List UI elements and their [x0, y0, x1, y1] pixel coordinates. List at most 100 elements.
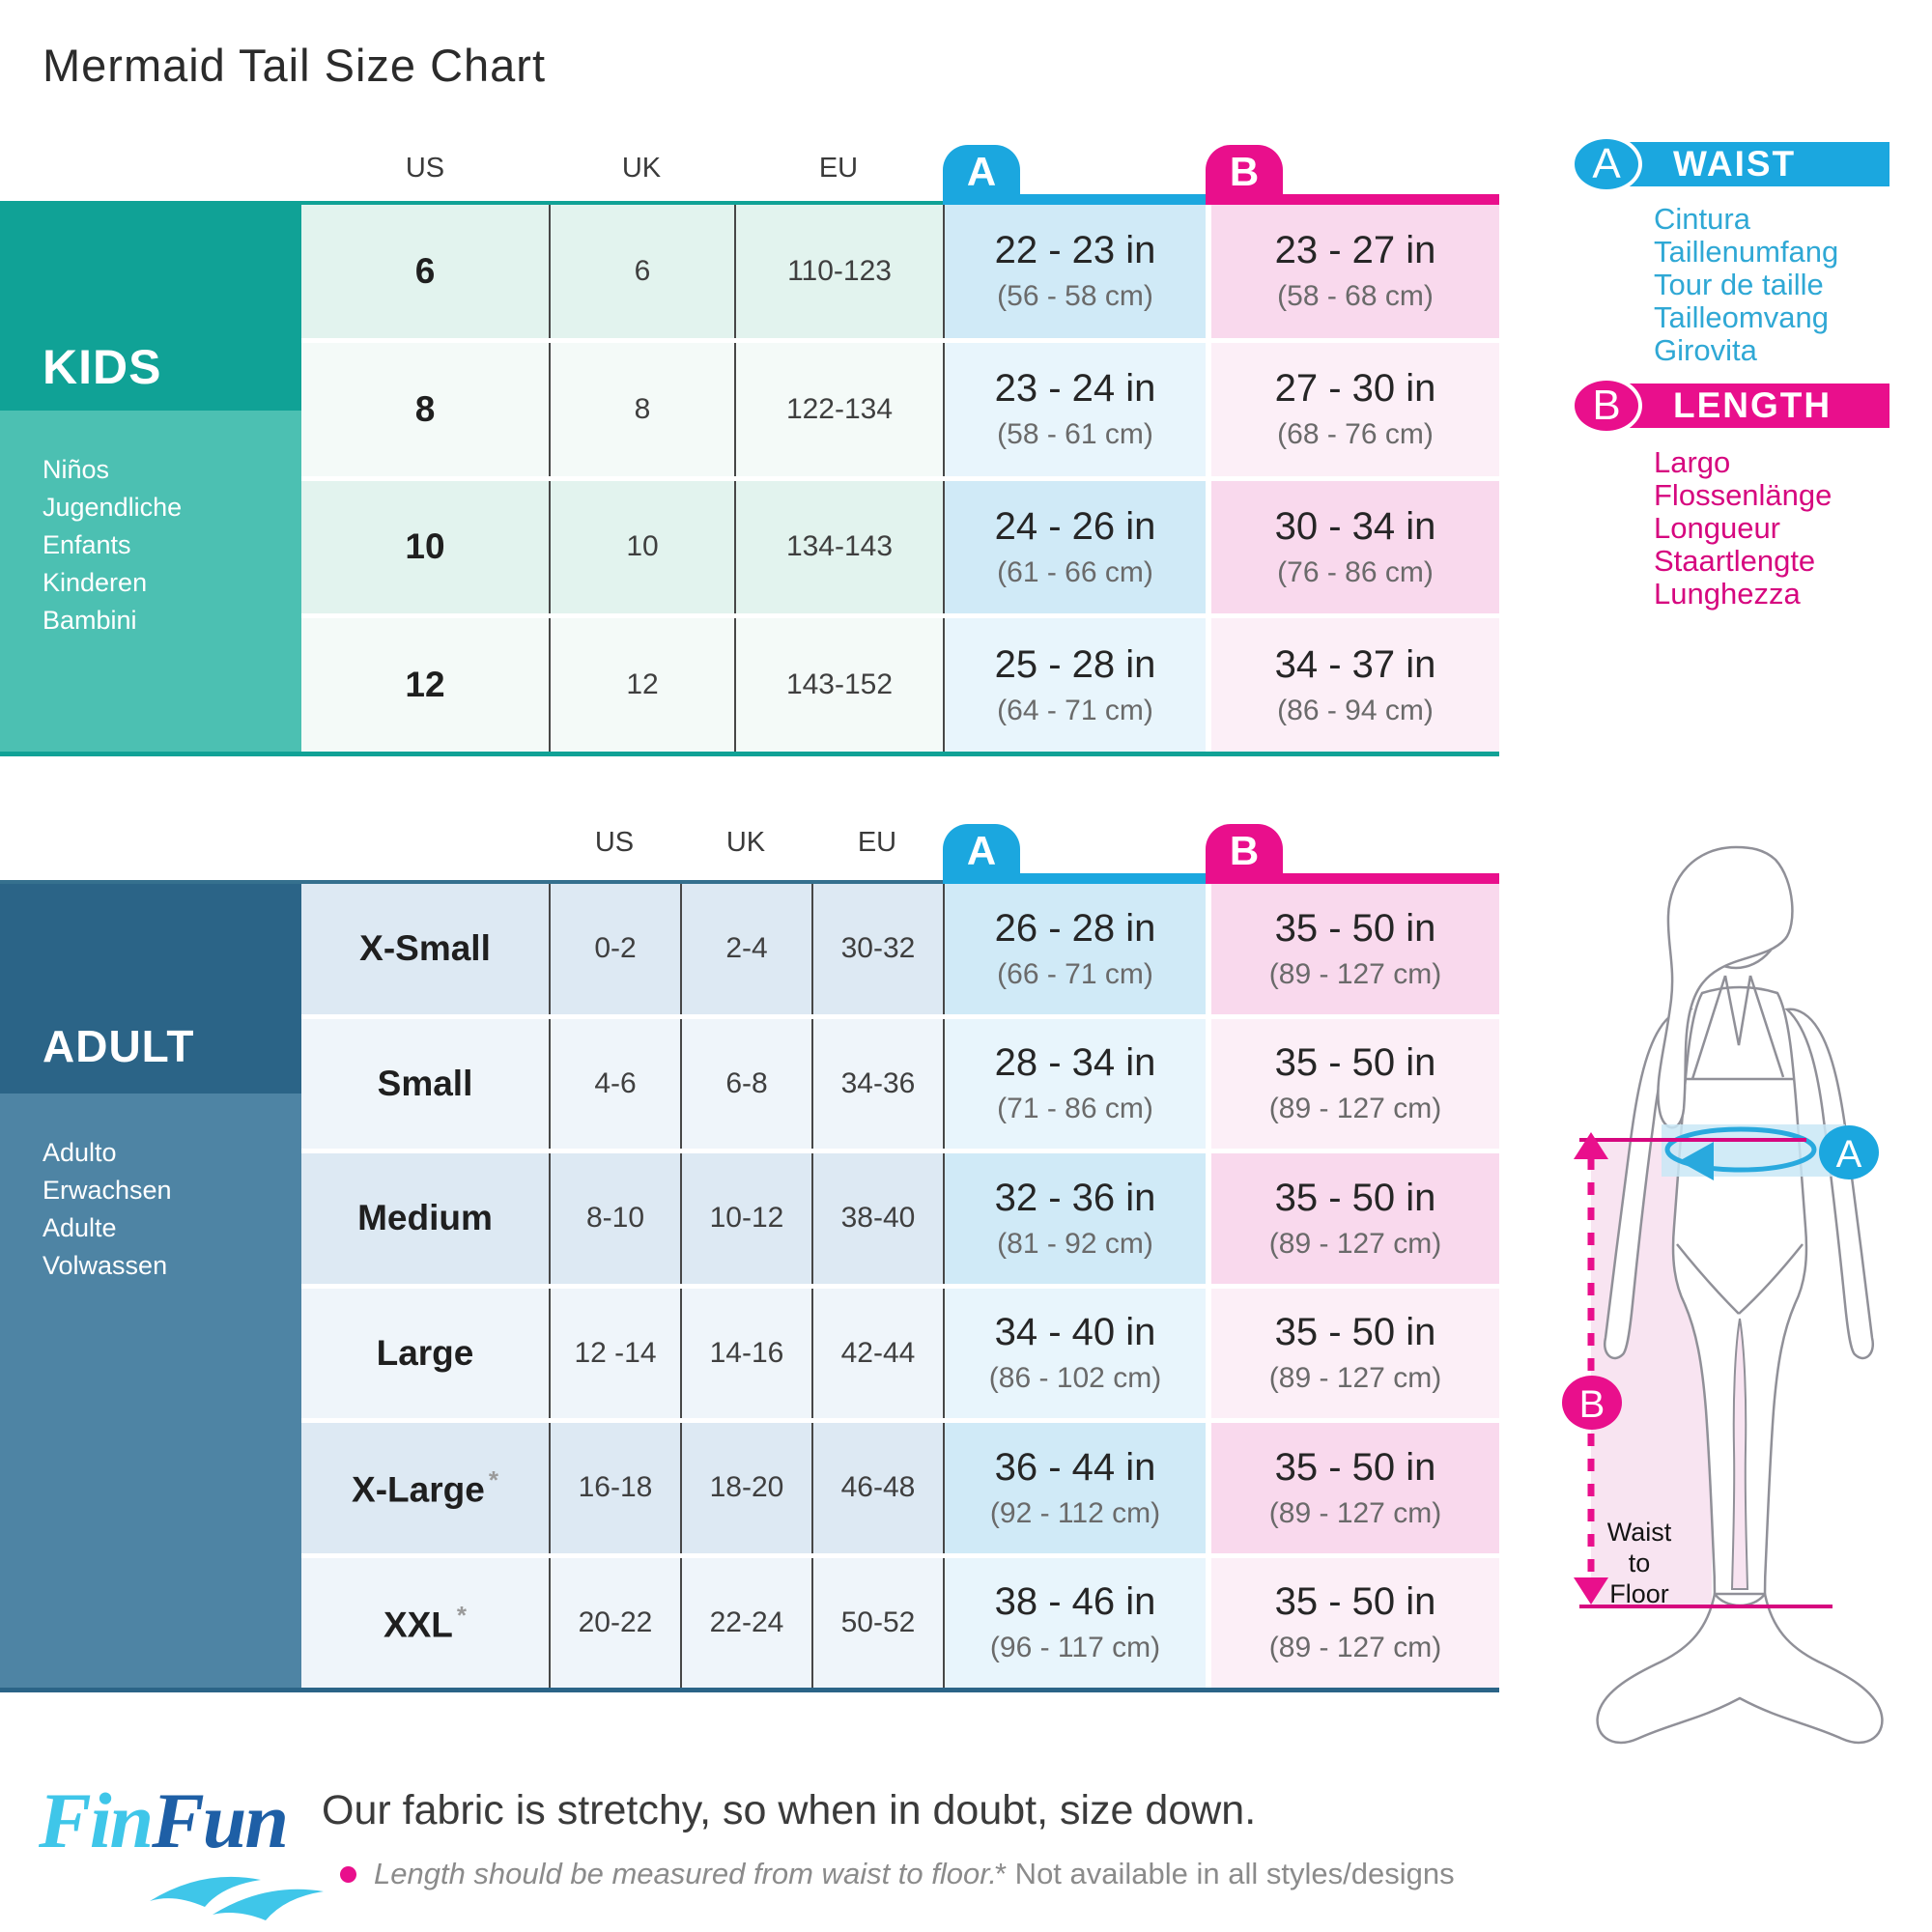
- cell-value: 10-12: [709, 1202, 784, 1235]
- footer-note-asterisk: * Not available in all styles/designs: [995, 1857, 1455, 1890]
- adult-length-cell: 35 - 50 in (89 - 127 cm): [1206, 1153, 1499, 1284]
- adult-us-cell: 8-10: [549, 1153, 680, 1284]
- adult-translations: Adulto Erwachsen Adulte Volwassen: [43, 1134, 301, 1285]
- cell-value: 35 - 50 in: [1274, 1445, 1436, 1489]
- cell-value: 36 - 44 in: [994, 1445, 1156, 1489]
- cell-value: 4-6: [594, 1066, 637, 1099]
- cell-value: 6: [414, 250, 436, 291]
- figure-right-arm: [1784, 1008, 1875, 1360]
- cell-value: 30-32: [840, 932, 916, 965]
- translation-line: Bambini: [43, 606, 137, 635]
- cell-value: 23 - 27 in: [1274, 229, 1436, 272]
- kids-length-cell: 23 - 27 in (58 - 68 cm): [1206, 205, 1499, 338]
- figure-illustration: A B Waist to Floor: [1562, 845, 1884, 1745]
- cell-value: 122-134: [785, 392, 894, 425]
- cell-value: (89 - 127 cm): [1268, 1632, 1442, 1664]
- figure-waist-marker-letter: A: [1836, 1133, 1862, 1176]
- kids-translations: Niños Jugendliche Enfants Kinderen Bambini: [43, 451, 301, 639]
- cell-value: (64 - 71 cm): [997, 694, 1153, 726]
- cell-value: 34-36: [840, 1066, 916, 1099]
- cell-value: 26 - 28 in: [994, 906, 1156, 950]
- kids-eu-cell: 143-152: [734, 618, 943, 752]
- adult-label: ADULT: [43, 1021, 195, 1071]
- adult-us-cell: 16-18: [549, 1423, 680, 1553]
- cell-value: 50-52: [840, 1605, 916, 1638]
- cell-value: 28 - 34 in: [994, 1041, 1156, 1085]
- brand-logo: FinFun: [39, 1776, 289, 1866]
- adult-eu-cell: 42-44: [811, 1288, 943, 1418]
- adult-size-cell: Large: [301, 1288, 549, 1418]
- kids-us-cell: 10: [301, 480, 549, 614]
- adult-col-header-uk: UK: [725, 827, 766, 858]
- cell-value: (89 - 127 cm): [1268, 1227, 1442, 1260]
- figure-bikini-bottom: [1676, 1243, 1804, 1315]
- kids-uk-cell: 12: [549, 618, 734, 752]
- adult-col-header-eu: EU: [857, 827, 897, 858]
- cell-value: (89 - 127 cm): [1268, 1362, 1442, 1395]
- kids-waist-cell: 22 - 23 in (56 - 58 cm): [943, 205, 1206, 338]
- adult-table-top-border: [0, 880, 943, 884]
- adult-table: X-Small 0-2 2-4 30-32 26 - 28 in (66 - 71 cm)…: [301, 884, 1499, 1688]
- adult-waist-cell: 38 - 46 in (96 - 117 cm): [943, 1557, 1206, 1688]
- translation-line: Adulte: [43, 1213, 117, 1242]
- wave-icon: [150, 1876, 324, 1920]
- cell-value: 0-2: [594, 932, 637, 965]
- adult-size-cell: X-Large *: [301, 1423, 549, 1553]
- adult-table-bottom-border: [0, 1688, 1499, 1692]
- figure-caption-line2: to: [1629, 1548, 1651, 1577]
- adult-us-cell: 20-22: [549, 1557, 680, 1688]
- translation-line: Erwachsen: [43, 1176, 172, 1205]
- translation-line: Volwassen: [43, 1251, 168, 1280]
- cell-value: 2-4: [725, 932, 768, 965]
- legend-waist-header: WAIST: [1604, 142, 1889, 186]
- legend-waist-badge: A: [1571, 135, 1642, 193]
- legend-length-header: LENGTH: [1604, 384, 1889, 428]
- cell-value: 30 - 34 in: [1274, 504, 1436, 548]
- kids-col-header-eu: EU: [818, 153, 859, 184]
- adult-eu-cell: 34-36: [811, 1018, 943, 1149]
- legend-length-letter: B: [1592, 382, 1621, 429]
- legend-length-label: LENGTH: [1673, 385, 1833, 425]
- legend-waist-label: WAIST: [1673, 144, 1797, 184]
- asterisk-mark: *: [456, 1600, 468, 1630]
- adult-uk-cell: 14-16: [680, 1288, 811, 1418]
- cell-value: 35 - 50 in: [1274, 1041, 1436, 1085]
- adult-uk-cell: 2-4: [680, 884, 811, 1014]
- cell-value: 6-8: [725, 1066, 768, 1099]
- kids-table-top-border: [0, 201, 943, 205]
- adult-eu-cell: 30-32: [811, 884, 943, 1014]
- adult-waist-cell: 34 - 40 in (86 - 102 cm): [943, 1288, 1206, 1418]
- cell-value: 16-18: [578, 1471, 653, 1504]
- cell-value: 12: [626, 668, 659, 701]
- kids-translations-block: Niños Jugendliche Enfants Kinderen Bambini: [0, 411, 301, 752]
- cell-value: 32 - 36 in: [994, 1176, 1156, 1219]
- kids-col-header-uk: UK: [621, 153, 662, 184]
- translation-line: Enfants: [43, 530, 131, 559]
- kids-waist-cell: 23 - 24 in (58 - 61 cm): [943, 342, 1206, 476]
- kids-waist-bar: [943, 194, 1206, 205]
- cell-value: (81 - 92 cm): [997, 1227, 1153, 1260]
- kids-waist-tab-letter: A: [966, 149, 997, 194]
- page-title: Mermaid Tail Size Chart: [43, 40, 547, 91]
- cell-value: 20-22: [578, 1605, 653, 1638]
- cell-value: 38 - 46 in: [994, 1580, 1156, 1624]
- adult-size-cell: Small: [301, 1018, 549, 1149]
- cell-value: 10: [405, 526, 445, 567]
- cell-value: 35 - 50 in: [1274, 1176, 1436, 1219]
- adult-uk-cell: 18-20: [680, 1423, 811, 1553]
- kids-length-cell: 27 - 30 in (68 - 76 cm): [1206, 342, 1499, 476]
- kids-uk-cell: 6: [549, 205, 734, 338]
- figure-arrow-down: [1574, 1577, 1608, 1605]
- figure-length-marker-letter: B: [1579, 1383, 1605, 1426]
- adult-size-cell: X-Small: [301, 884, 549, 1014]
- legend-length-translation: Longueur: [1654, 511, 1781, 545]
- kids-uk-cell: 10: [549, 480, 734, 614]
- figure-tail-fluke: [1596, 1591, 1884, 1745]
- cell-value: 10: [626, 530, 659, 563]
- adult-col-header-us: US: [594, 827, 635, 858]
- brand-logo-fin: Fin: [39, 1776, 154, 1864]
- adult-length-tab-letter: B: [1229, 828, 1260, 873]
- kids-length-tab-letter: B: [1229, 149, 1260, 194]
- adult-length-bar: [1206, 873, 1499, 884]
